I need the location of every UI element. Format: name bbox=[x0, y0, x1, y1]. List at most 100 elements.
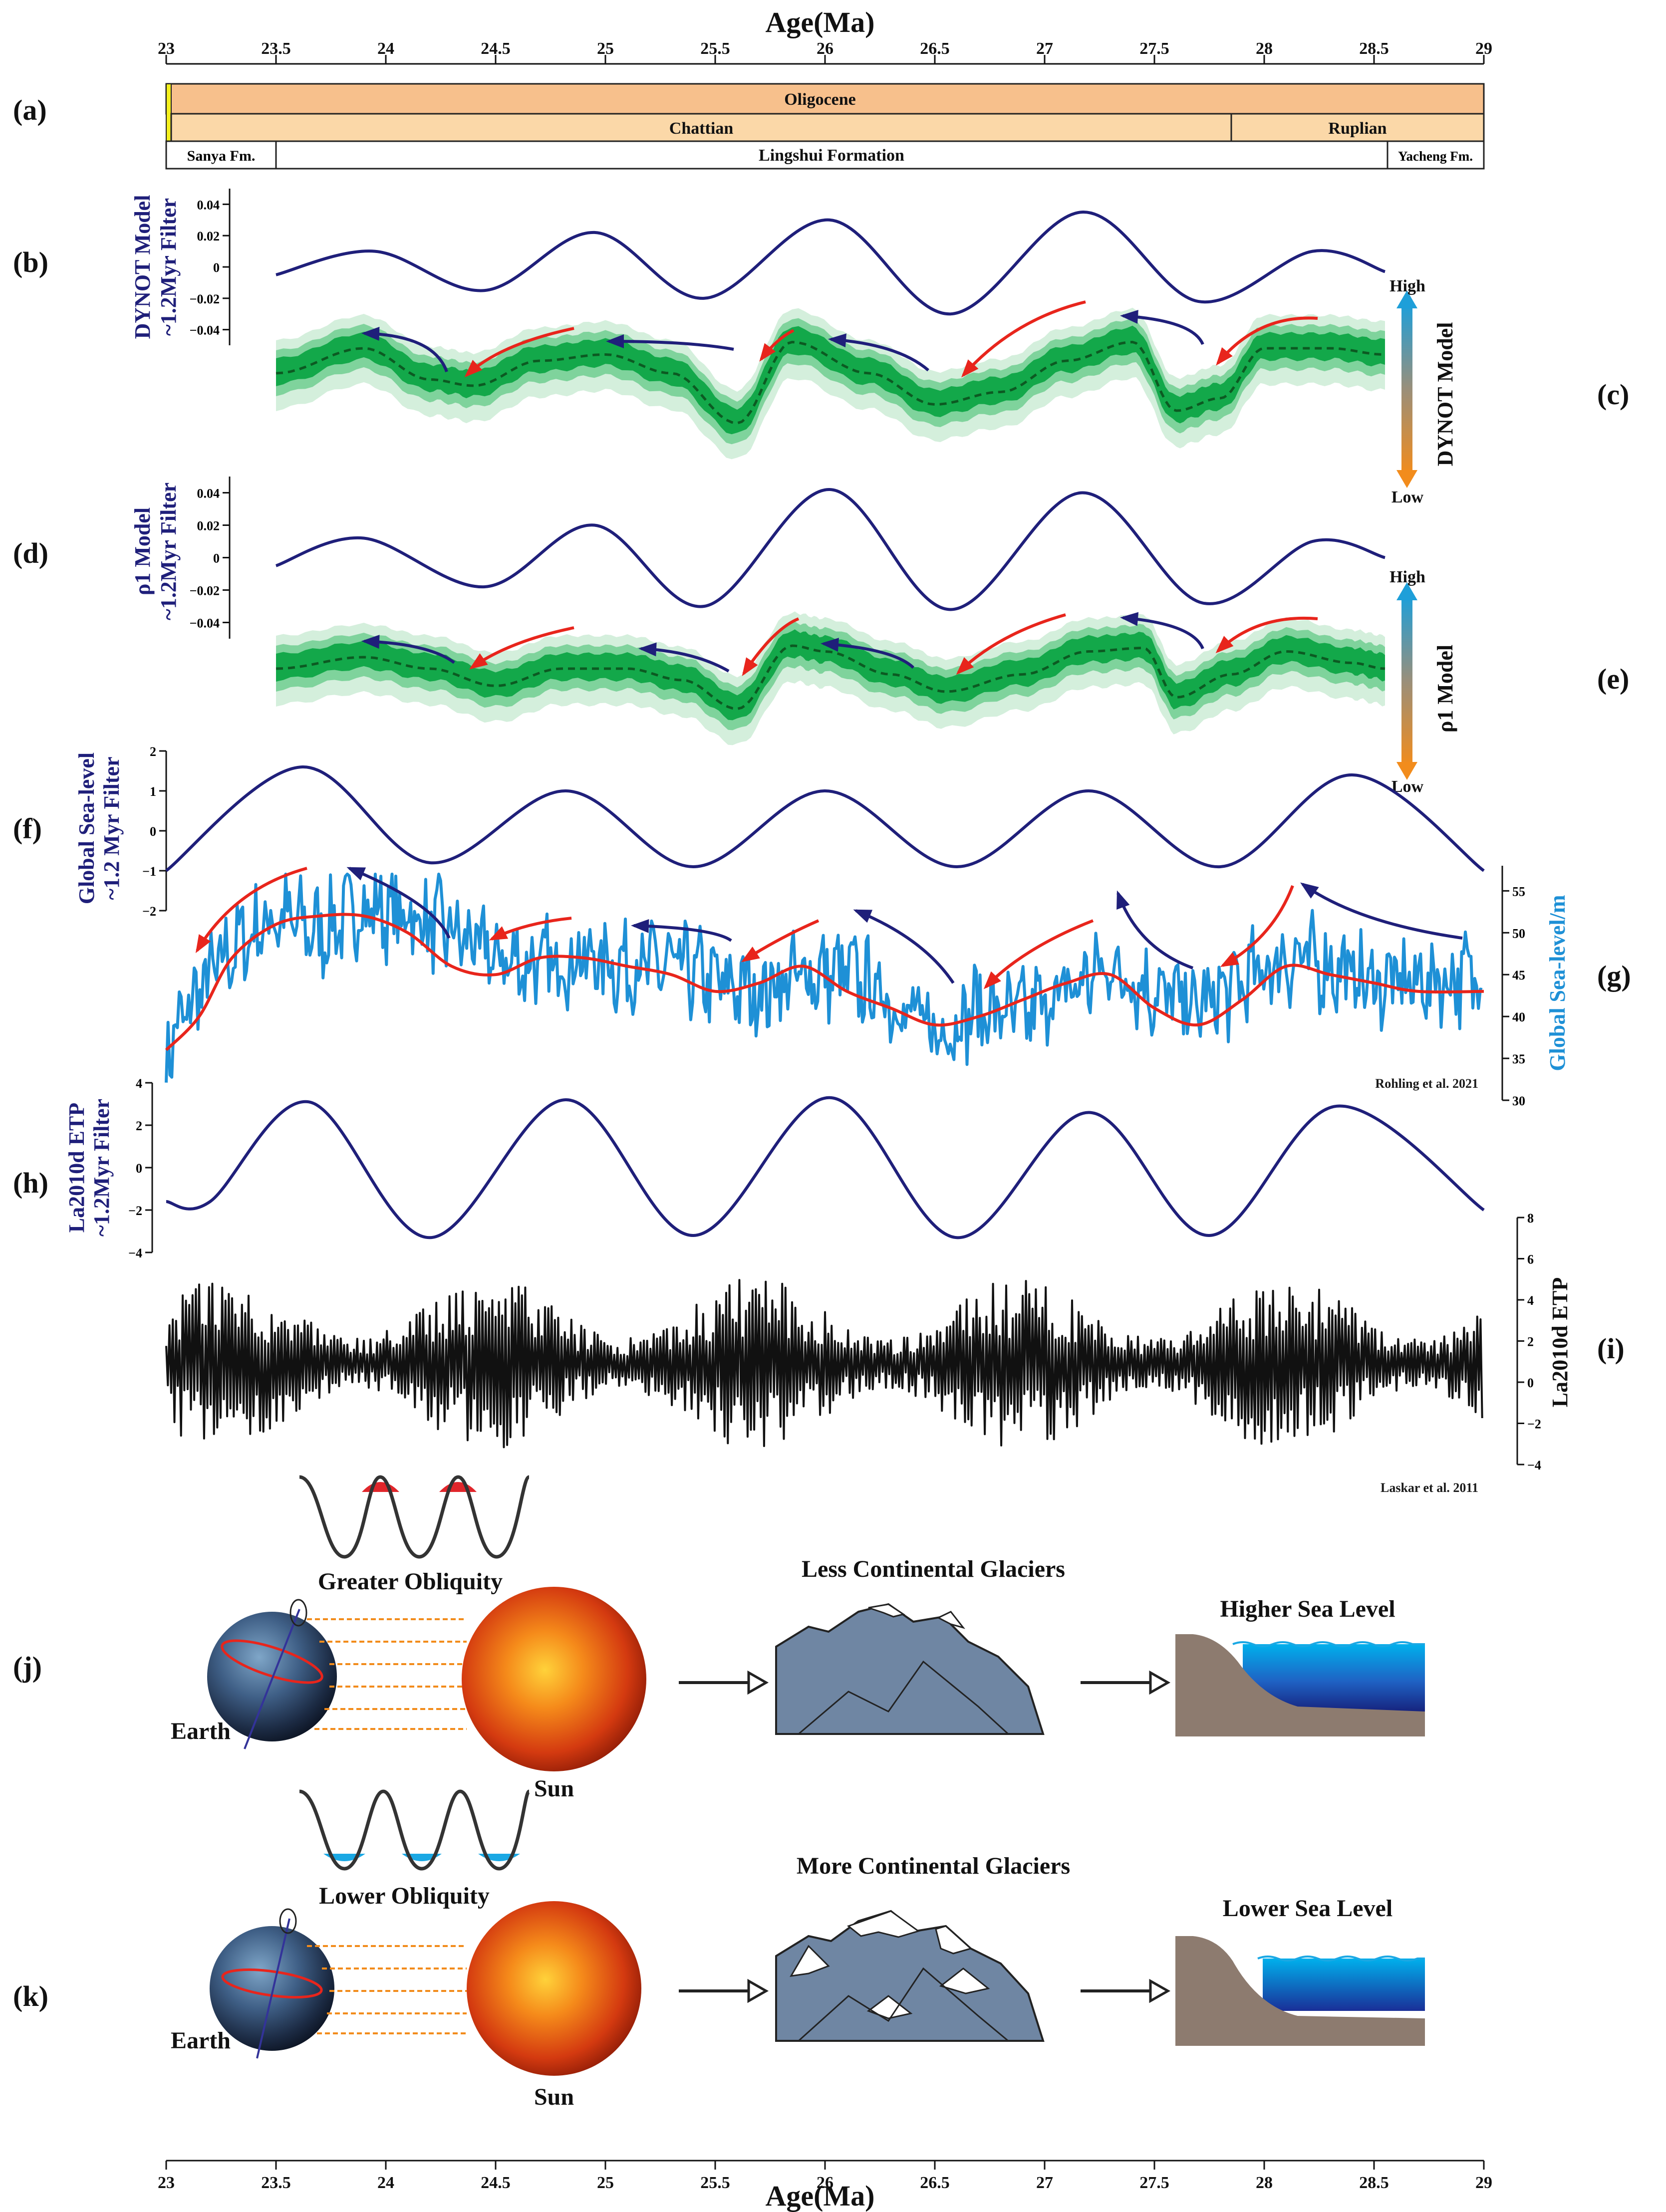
panel-f-filter-line bbox=[165, 765, 1485, 872]
panel-e-side-label: ρ1 Model bbox=[1433, 645, 1457, 733]
arrowhead-icon bbox=[638, 642, 657, 657]
panel-g-ticks: 55 50 45 40 35 30 bbox=[1502, 884, 1525, 1108]
panel-k-sun: Sun bbox=[534, 2084, 574, 2110]
panel-e-scale-bar bbox=[1401, 596, 1412, 766]
panel-k-sea: Lower Sea Level bbox=[1223, 1895, 1392, 1922]
x-tick-label: 28 bbox=[1256, 2174, 1273, 2192]
sea-level-icon bbox=[1175, 1634, 1425, 1736]
epoch-label: Oligocene bbox=[784, 90, 856, 109]
arrow-right-icon-2 bbox=[1149, 1670, 1171, 1695]
panel-b-ticks: 0.04 0.02 0 −0.02 −0.04 bbox=[190, 198, 230, 338]
arrowhead-icon bbox=[1216, 347, 1233, 366]
x-tick-label: 23.5 bbox=[261, 2174, 291, 2192]
earth-icon-2 bbox=[210, 1926, 334, 2051]
panel-h-ylabel-2: ~1.2Myr Filter bbox=[89, 1099, 114, 1236]
obliquity-wave-2 bbox=[299, 1789, 531, 1871]
panel-c-low: Low bbox=[1391, 488, 1424, 506]
panel-b-ylabel-1: DYNOT Model bbox=[130, 195, 155, 339]
y-tick-label: 0.04 bbox=[197, 198, 220, 212]
panel-e-band-inner bbox=[276, 629, 1385, 721]
panel-d-filter-line bbox=[276, 488, 1386, 611]
y-tick-label: −0.02 bbox=[190, 584, 220, 598]
bottom-axis-title: Age(Ma) bbox=[765, 2180, 874, 2212]
panel-f-ylabel-1: Global Sea-level bbox=[74, 752, 99, 904]
panel-g-sealevel-line bbox=[165, 872, 1483, 1083]
arrow-right-icon-3 bbox=[747, 1978, 769, 2003]
arrowhead-icon bbox=[1300, 882, 1319, 899]
panel-letter-b: (b) bbox=[13, 246, 48, 278]
arrowhead-icon bbox=[606, 334, 624, 348]
arrowhead-icon bbox=[1220, 952, 1240, 967]
panel-b-ylabel-2: ~1.2Myr Filter bbox=[156, 198, 181, 336]
obliquity-wave bbox=[299, 1475, 530, 1559]
y-tick-label: −1 bbox=[142, 864, 156, 879]
stage-ruplian bbox=[1230, 113, 1485, 142]
panel-k-earth: Earth bbox=[171, 2027, 231, 2054]
panel-letter-a: (a) bbox=[13, 94, 47, 126]
panel-letter-c: (c) bbox=[1597, 378, 1629, 411]
x-tick-label: 24 bbox=[377, 2174, 394, 2192]
mountain-icon-2 bbox=[775, 1910, 1045, 2042]
lower-obliquity-curve bbox=[299, 1789, 531, 1871]
stratigraphy-column: Oligocene Chattian Ruplian Sanya Fm. Lin… bbox=[165, 83, 1485, 170]
panel-j-earth: Earth bbox=[171, 1718, 231, 1744]
y-tick-label: 0 bbox=[136, 1161, 142, 1176]
panel-i-etp-line bbox=[165, 1279, 1483, 1449]
bottom-axis-ticks: 23 23.5 24 24.5 25 25.5 26 26.5 27 27.5 28 28.5 29 bbox=[158, 2161, 1492, 2192]
panel-c: High Low DYNOT Model bbox=[276, 277, 1457, 506]
y-tick-label: 2 bbox=[150, 744, 156, 759]
obliquity-trough-fill bbox=[323, 1854, 520, 1861]
x-tick-label: 27.5 bbox=[1139, 39, 1169, 58]
arrowhead-icon bbox=[741, 947, 760, 963]
panel-i-citation: Laskar et al. 2011 bbox=[1381, 1480, 1478, 1495]
panel-k-glaciers: More Continental Glaciers bbox=[797, 1853, 1070, 1879]
y-tick-label: 0 bbox=[213, 260, 220, 275]
y-tick-label: −0.04 bbox=[190, 616, 220, 631]
panel-c-high: High bbox=[1389, 277, 1425, 295]
panel-h: 4 2 0 −2 −4 La2010d ETP ~1.2Myr Filter bbox=[64, 1076, 1485, 1260]
panel-f: 2 1 0 −1 −2 Global Sea-level ~1.2 Myr Filter bbox=[74, 744, 1485, 919]
trend-arrow bbox=[348, 867, 451, 939]
x-tick-label: 28.5 bbox=[1359, 39, 1389, 58]
panel-letter-i: (i) bbox=[1597, 1332, 1625, 1365]
panel-k-obliquity: Lower Obliquity bbox=[319, 1883, 490, 1909]
panel-c-band-inner bbox=[276, 325, 1385, 435]
bottom-axis: 23 23.5 24 24.5 25 25.5 26 26.5 27 27.5 28 28.5 29 A… bbox=[158, 2160, 1492, 2212]
y-tick-label: 8 bbox=[1527, 1211, 1534, 1226]
panel-letter-k: (k) bbox=[13, 1980, 48, 2012]
panel-letter-e: (e) bbox=[1597, 663, 1629, 695]
x-tick-label: 27 bbox=[1036, 39, 1053, 58]
y-tick-label: 45 bbox=[1512, 968, 1525, 983]
panel-letter-h: (h) bbox=[13, 1167, 48, 1199]
x-tick-label: 27 bbox=[1036, 2174, 1053, 2192]
panel-f-ylabel-2: ~1.2 Myr Filter bbox=[99, 756, 124, 900]
trend-arrow bbox=[608, 340, 734, 351]
x-tick-label: 26 bbox=[817, 39, 833, 58]
panel-e: High Low ρ1 Model bbox=[276, 568, 1457, 796]
top-axis-ticks: 23 23.5 24 24.5 25 25.5 26 26.5 27 27.5 28 28.5 29 bbox=[158, 39, 1492, 64]
trend-arrow bbox=[364, 332, 448, 372]
panel-c-scale-bar bbox=[1401, 304, 1412, 474]
panel-g-arrows bbox=[195, 867, 1463, 989]
panel-f-ticks: 2 1 0 −1 −2 bbox=[142, 744, 166, 919]
y-tick-label: 4 bbox=[136, 1076, 142, 1091]
y-tick-label: 55 bbox=[1512, 884, 1525, 899]
panel-j-glaciers: Less Continental Glaciers bbox=[802, 1556, 1065, 1582]
panel-letter-j: (j) bbox=[13, 1651, 42, 1683]
trend-arrow bbox=[1122, 314, 1204, 345]
x-tick-label: 25.5 bbox=[700, 39, 730, 58]
panel-j-obliquity: Greater Obliquity bbox=[318, 1568, 503, 1595]
trend-arrow bbox=[633, 924, 732, 942]
y-tick-label: 0 bbox=[150, 824, 156, 839]
x-tick-label: 26 bbox=[817, 2174, 833, 2192]
obliquity-peak-fill bbox=[362, 1482, 477, 1492]
trend-arrow bbox=[855, 909, 955, 984]
y-tick-label: 0 bbox=[1527, 1376, 1534, 1390]
top-axis-title: Age(Ma) bbox=[765, 6, 874, 38]
arrowhead-icon bbox=[983, 971, 1001, 989]
arrowhead-icon bbox=[1116, 890, 1130, 910]
x-tick-label: 25 bbox=[597, 2174, 614, 2192]
x-tick-label: 24.5 bbox=[481, 39, 511, 58]
trend-arrow bbox=[1216, 316, 1318, 364]
